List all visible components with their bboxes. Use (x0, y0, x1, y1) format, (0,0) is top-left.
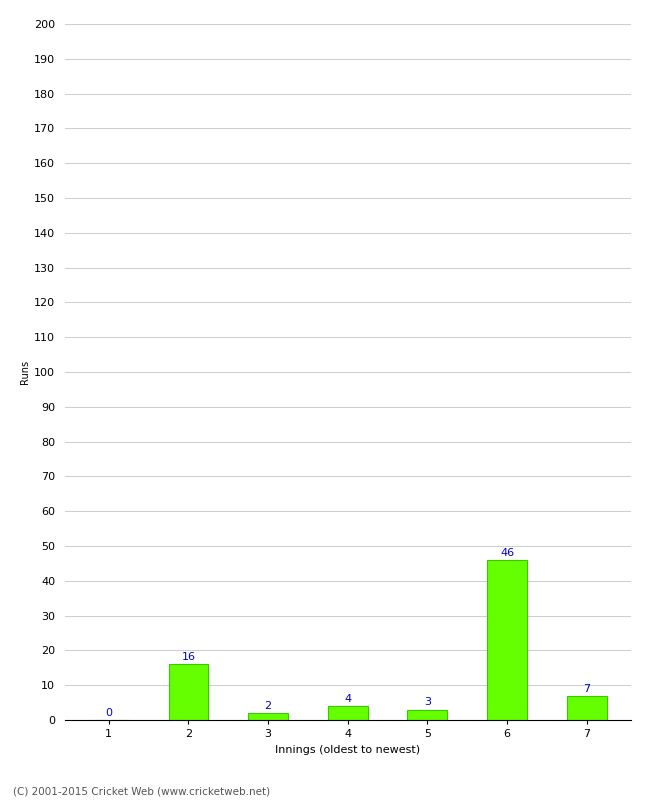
Text: 2: 2 (265, 701, 272, 711)
Text: 4: 4 (344, 694, 351, 704)
Text: 46: 46 (500, 548, 514, 558)
Text: 0: 0 (105, 708, 112, 718)
Text: (C) 2001-2015 Cricket Web (www.cricketweb.net): (C) 2001-2015 Cricket Web (www.cricketwe… (13, 786, 270, 796)
Bar (567, 696, 606, 720)
Bar (168, 664, 209, 720)
Text: 7: 7 (583, 683, 590, 694)
Bar (328, 706, 368, 720)
Bar (248, 713, 288, 720)
Text: 16: 16 (181, 652, 196, 662)
Y-axis label: Runs: Runs (20, 360, 30, 384)
Bar (487, 560, 527, 720)
X-axis label: Innings (oldest to newest): Innings (oldest to newest) (275, 745, 421, 754)
Bar (408, 710, 447, 720)
Text: 3: 3 (424, 698, 431, 707)
